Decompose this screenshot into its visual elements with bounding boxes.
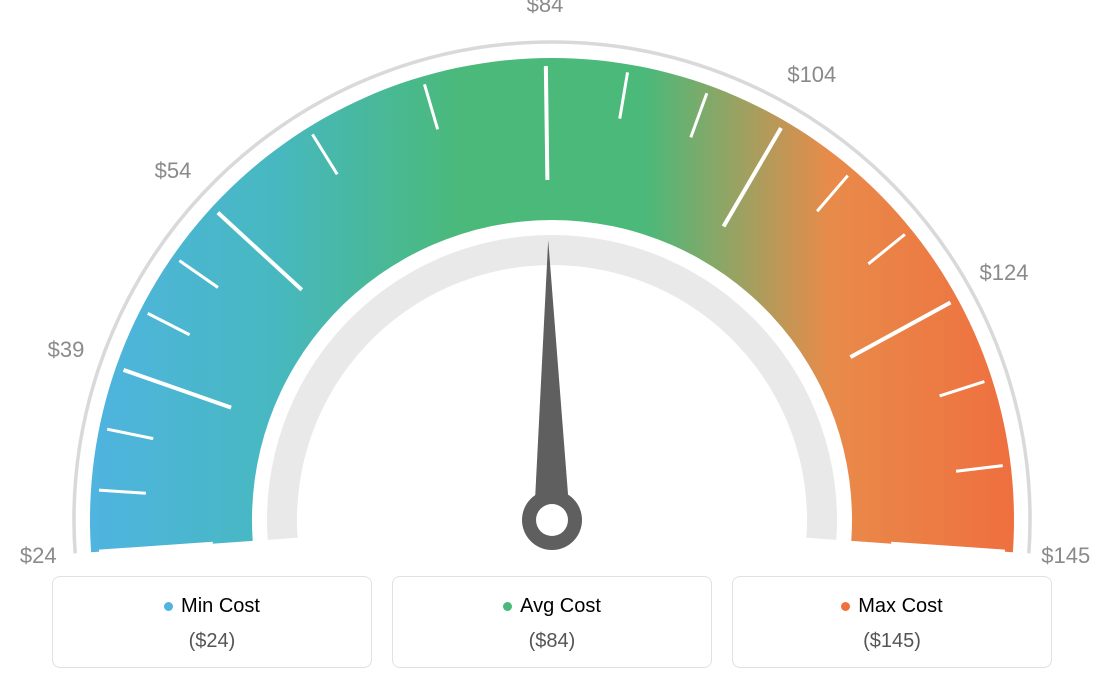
gauge-tick-label: $124 [980,260,1029,286]
legend-card-max: Max Cost ($145) [732,576,1052,668]
gauge-tick-label: $54 [155,158,192,184]
gauge-tick-label: $145 [1041,543,1090,569]
legend-card-min: Min Cost ($24) [52,576,372,668]
legend-max-label: Max Cost [858,595,942,618]
gauge-tick-label: $84 [527,0,564,18]
dot-icon [164,602,173,611]
gauge-tick-label: $104 [787,62,836,88]
legend-min-label: Min Cost [181,595,260,618]
legend-min-value: ($24) [53,630,371,653]
legend-avg-value: ($84) [393,630,711,653]
cost-gauge: $24$39$54$84$104$124$145 [42,30,1062,550]
legend-row: Min Cost ($24) Avg Cost ($84) Max Cost (… [52,576,1052,668]
legend-max-value: ($145) [733,630,1051,653]
legend-avg-label: Avg Cost [520,595,601,618]
legend-card-avg: Avg Cost ($84) [392,576,712,668]
dot-icon [841,602,850,611]
gauge-tick-label: $39 [48,337,85,363]
gauge-tick-label: $24 [20,543,57,569]
dot-icon [503,602,512,611]
